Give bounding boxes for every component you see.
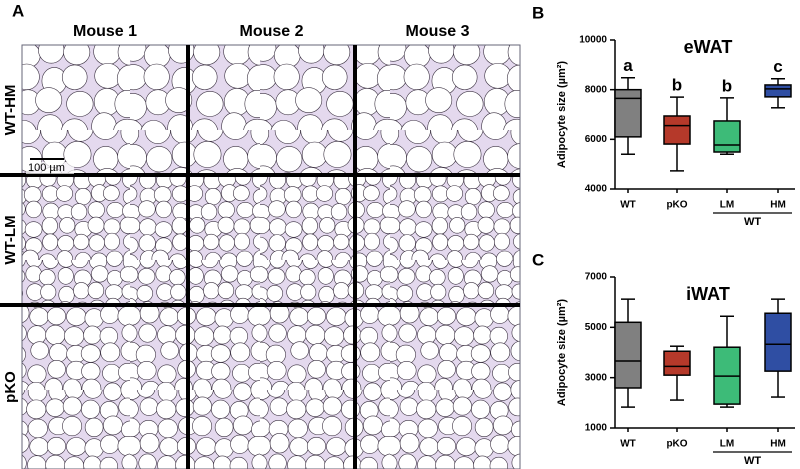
tissue-image (188, 175, 355, 305)
x-tick-label: HM (770, 200, 786, 211)
tissue-image (355, 305, 520, 469)
y-tick-label: 10000 (579, 35, 607, 46)
y-tick-label: 4000 (585, 184, 608, 195)
y-tick-label: 6000 (585, 134, 608, 145)
x-tick-label: LM (720, 439, 734, 450)
significance-letter: c (773, 57, 782, 76)
box (764, 312, 792, 372)
tissue-image (22, 305, 188, 469)
tissue-image (355, 175, 520, 305)
y-tick-label: 3000 (585, 372, 608, 383)
group-label: WT (744, 216, 761, 228)
y-tick-label: 7000 (585, 272, 608, 283)
image-border (21, 44, 521, 469)
tissue-image (188, 305, 355, 469)
tissue-image (188, 45, 355, 175)
x-tick-label: LM (720, 200, 734, 211)
box (614, 88, 642, 138)
panel-letter: C (532, 250, 544, 269)
box (713, 120, 741, 153)
box (663, 115, 691, 145)
y-tick-label: 1000 (585, 423, 608, 434)
significance-letter: a (623, 56, 633, 75)
y-axis-label: Adipocyte size (µm²) (556, 299, 568, 407)
x-tick-label: pKO (666, 200, 687, 211)
column-label: Mouse 3 (405, 23, 469, 40)
x-tick-label: WT (620, 200, 636, 211)
row-label: WT-HM (2, 85, 19, 136)
x-tick-label: WT (620, 439, 636, 450)
scale-label: 100 µm (28, 162, 65, 174)
panel-letter: A (12, 1, 24, 20)
significance-letter: b (722, 76, 732, 95)
column-label: Mouse 2 (239, 23, 303, 40)
group-label: WT (744, 455, 761, 467)
y-axis-label: Adipocyte size (µm²) (556, 61, 568, 169)
row-label: pKO (2, 371, 19, 403)
chart-title: iWAT (686, 284, 730, 304)
tissue-image (22, 45, 188, 175)
column-label: Mouse 1 (73, 23, 137, 40)
box (663, 350, 691, 376)
box (764, 84, 792, 98)
x-tick-label: HM (770, 439, 786, 450)
chart-title: eWAT (684, 37, 733, 57)
scale-bg (26, 162, 74, 174)
panel-letter: B (532, 3, 544, 22)
tissue-image (355, 45, 520, 175)
row-label: WT-LM (2, 215, 19, 264)
box (614, 321, 642, 389)
significance-letter: b (672, 76, 682, 95)
x-tick-label: pKO (666, 439, 687, 450)
y-tick-label: 5000 (585, 322, 608, 333)
y-tick-label: 8000 (585, 84, 608, 95)
tissue-image (22, 175, 188, 305)
